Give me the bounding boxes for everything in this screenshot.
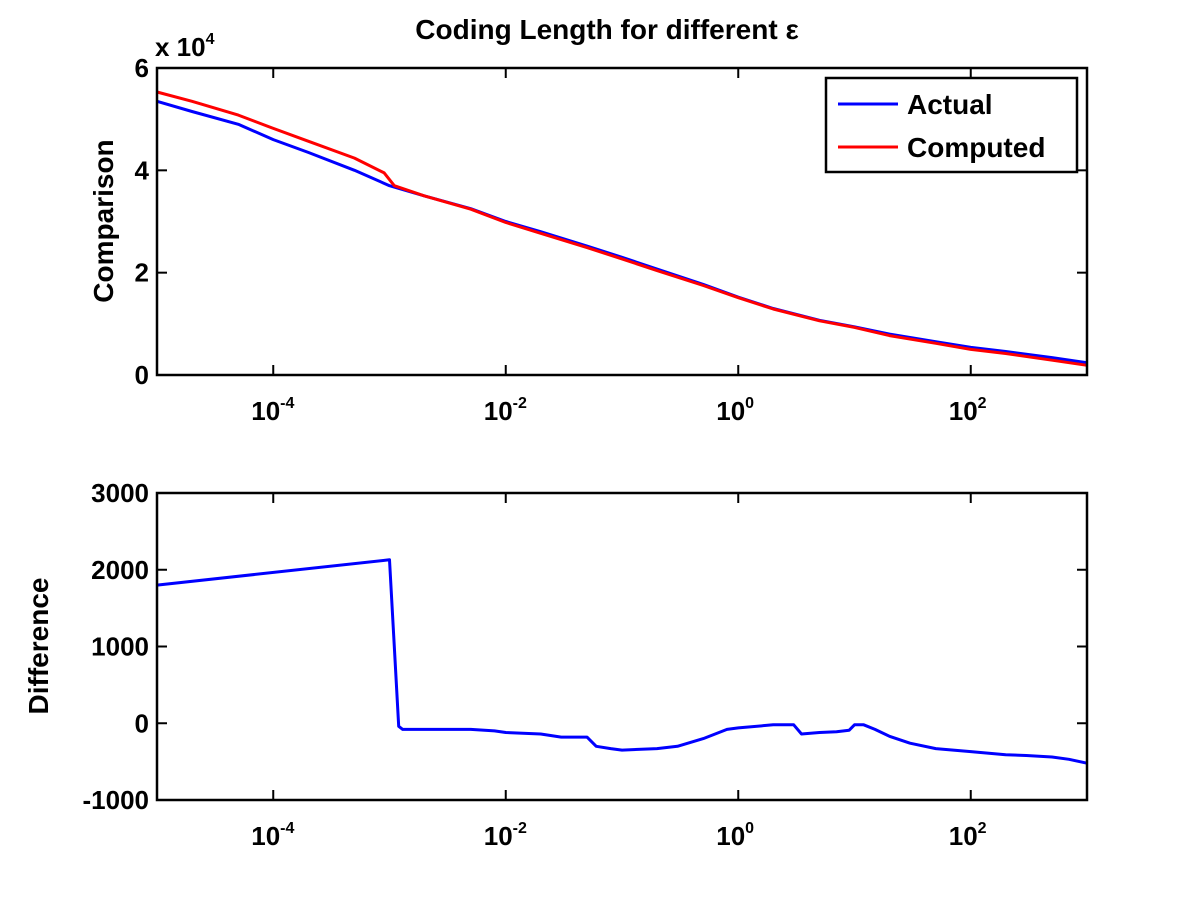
- legend-box: [824, 76, 1079, 174]
- x-tick-label: 102: [949, 820, 987, 851]
- y-tick-label: 3000: [91, 478, 149, 508]
- x-tick-label: 10-2: [484, 395, 527, 426]
- legend-label-actual: Actual: [907, 89, 993, 120]
- x-tick-label: 10-4: [251, 820, 294, 851]
- y-tick-label: 0: [135, 708, 149, 738]
- chart-title: Coding Length for different ε: [415, 14, 798, 45]
- y-tick-label: 2: [135, 258, 149, 288]
- x-tick-label: 10-4: [251, 395, 294, 426]
- x-tick-label: 100: [716, 395, 754, 426]
- y-tick-label: -1000: [83, 785, 150, 815]
- x-tick-label: 10-2: [484, 820, 527, 851]
- legend-label-computed: Computed: [907, 132, 1045, 163]
- x-tick-label: 102: [949, 395, 987, 426]
- comparison-plot: 0 2 4 6 10-4 10-2 100 102 Comparison x 104 Actual C…: [88, 31, 1089, 426]
- y-tick-label: 1000: [91, 632, 149, 662]
- legend: Actual Computed: [824, 76, 1079, 174]
- difference-plot: -1000 0 1000 2000 3000 10-4 10-2 100 102 Differen…: [23, 478, 1089, 851]
- y-axis-label: Comparison: [88, 139, 119, 302]
- y-tick-label: 4: [135, 155, 150, 185]
- y-tick-label: 6: [135, 53, 149, 83]
- y-axis-multiplier: x 104: [155, 31, 215, 62]
- y-tick-label: 2000: [91, 555, 149, 585]
- series-line-difference: [156, 558, 1088, 765]
- y-tick-label: 0: [135, 360, 149, 390]
- y-axis-label: Difference: [23, 578, 54, 715]
- x-tick-label: 100: [716, 820, 754, 851]
- series-line-computed: [156, 90, 1088, 367]
- plot-area-frame: [155, 66, 1089, 377]
- series-line-actual: [156, 99, 1088, 365]
